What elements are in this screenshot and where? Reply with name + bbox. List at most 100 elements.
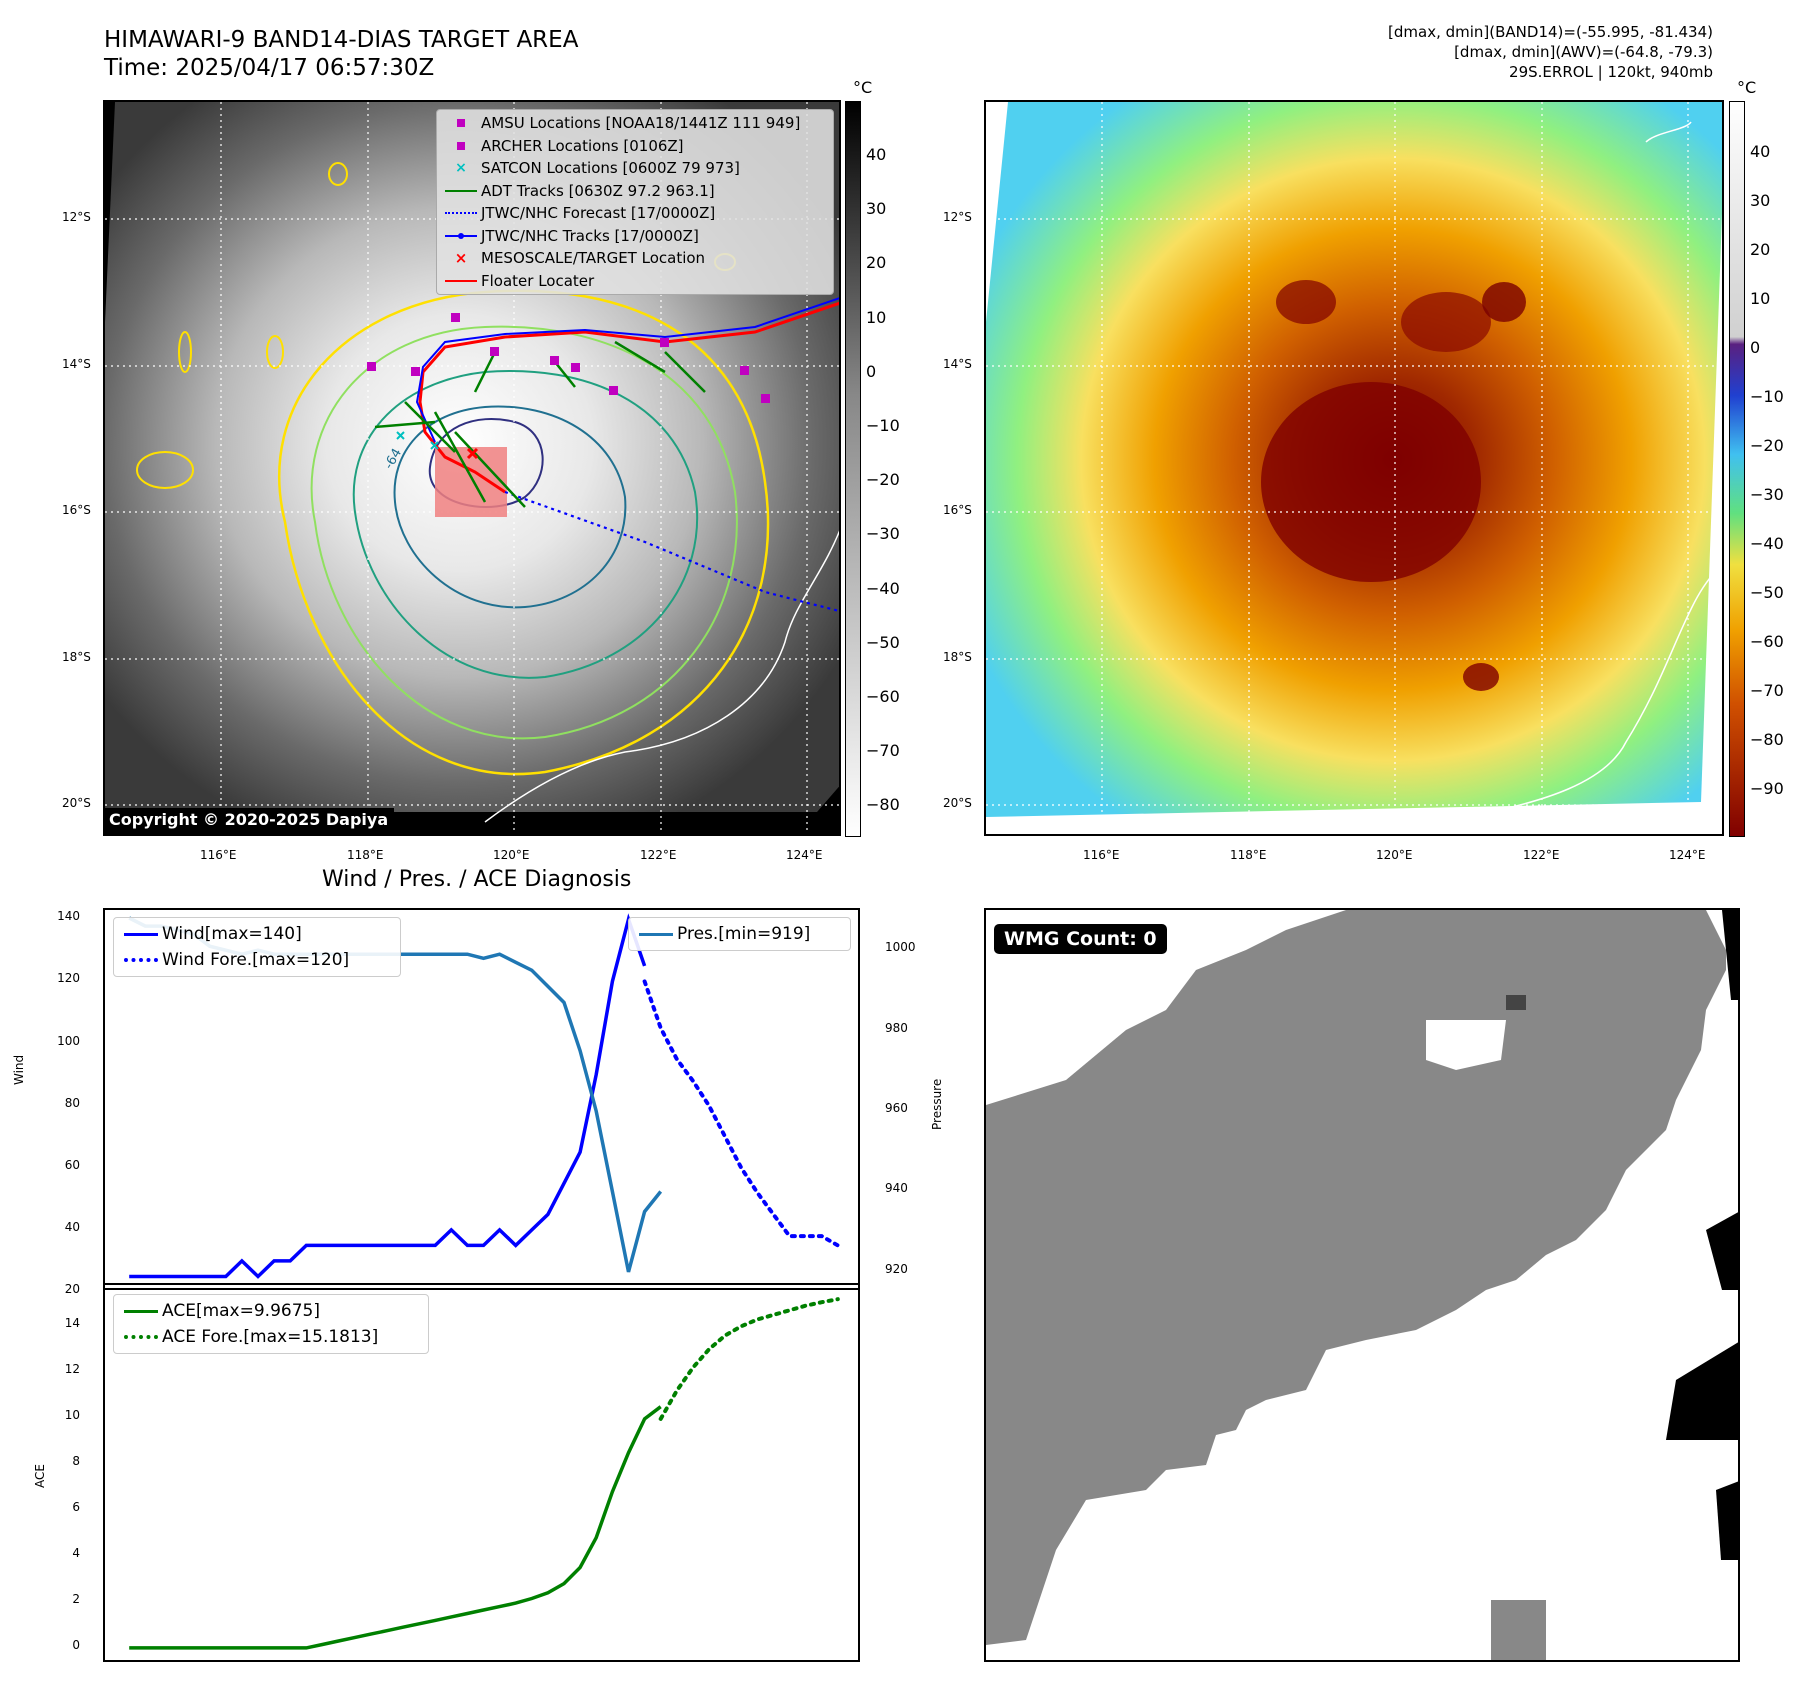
axis-tick-label: 40 bbox=[64, 1219, 80, 1234]
line-icon bbox=[637, 924, 677, 944]
contour-light-green bbox=[310, 325, 738, 740]
lon-label: 118°E bbox=[1230, 848, 1267, 862]
lon-label: 124°E bbox=[1669, 848, 1706, 862]
axis-tick-label: 2 bbox=[72, 1591, 80, 1606]
line-icon bbox=[441, 181, 481, 201]
axis-tick-label: 1000 bbox=[885, 940, 916, 955]
map-gridlines bbox=[986, 102, 1722, 834]
axis-tick-label: 140 bbox=[57, 909, 80, 924]
contour-dark-teal bbox=[393, 405, 627, 609]
colorbar-tick-label: −20 bbox=[1750, 436, 1784, 455]
colorbar-tick-label: 0 bbox=[1750, 338, 1761, 357]
jtwc-track bbox=[415, 297, 839, 443]
band14-range: [dmax, dmin](BAND14)=(-55.995, -81.434) bbox=[1388, 23, 1713, 41]
line-icon bbox=[122, 924, 162, 944]
lon-label: 120°E bbox=[1376, 848, 1413, 862]
axis-tick-label: 980 bbox=[885, 1020, 908, 1035]
coastline bbox=[484, 530, 839, 823]
diagnosis-title: Wind / Pres. / ACE Diagnosis bbox=[322, 867, 632, 892]
wmg-gray-region bbox=[986, 910, 1726, 1645]
legend-item-amsu: AMSU Locations [NOAA18/1441Z 111 949] bbox=[441, 112, 829, 135]
colorbar-tick-label: −30 bbox=[866, 524, 900, 544]
colorbar-tick-label: 40 bbox=[866, 145, 887, 164]
storm-summary: 29S.ERROL | 120kt, 940mb bbox=[1509, 63, 1713, 81]
colorbar-tick-label: −50 bbox=[1750, 583, 1784, 602]
legend-item-floater: Floater Locater bbox=[441, 270, 829, 293]
lat-label: 18°S bbox=[943, 650, 972, 664]
axis-tick-label: 120 bbox=[57, 971, 80, 986]
lon-label: 124°E bbox=[786, 848, 823, 862]
colorbar-tick-label: −60 bbox=[1750, 632, 1784, 651]
copyright-label: Copyright © 2020-2025 Dapiya bbox=[103, 808, 395, 831]
legend-item-pressure: Pres.[min=919] bbox=[637, 921, 842, 947]
colorbar-tick-label: −70 bbox=[866, 741, 900, 761]
wind-axis-label: Wind bbox=[12, 1054, 26, 1085]
amsu-markers bbox=[367, 313, 770, 403]
axis-tick-label: 10 bbox=[64, 1408, 80, 1423]
legend-item-ace-forecast: ACE Fore.[max=15.1813] bbox=[122, 1324, 420, 1350]
lon-label: 118°E bbox=[347, 848, 384, 862]
title-line-1: HIMAWARI-9 BAND14-DIAS TARGET AREA bbox=[104, 27, 579, 53]
axis-tick-label: 60 bbox=[64, 1157, 80, 1172]
gray-colorbar-unit: °C bbox=[853, 78, 873, 97]
axis-tick-label: 12 bbox=[64, 1362, 80, 1377]
adt-tracks bbox=[374, 340, 706, 508]
legend-item-jtwc-tracks: JTWC/NHC Tracks [17/0000Z] bbox=[441, 225, 829, 248]
colorbar-tick-label: 40 bbox=[1750, 142, 1771, 161]
axis-tick-label: 14 bbox=[64, 1316, 80, 1331]
lon-label: 120°E bbox=[493, 848, 530, 862]
legend-item-wind-forecast: Wind Fore.[max=120] bbox=[122, 947, 392, 973]
gray-colorbar bbox=[845, 101, 861, 837]
lat-label: 12°S bbox=[62, 210, 91, 224]
intensity-summary: [dmax, dmin](BAND14)=(-55.995, -81.434) … bbox=[1388, 22, 1713, 82]
ace-svg bbox=[129, 1297, 840, 1650]
lat-label: 20°S bbox=[62, 796, 91, 810]
ace-legend: ACE[max=9.9675] ACE Fore.[max=15.1813] bbox=[113, 1294, 429, 1354]
wind-legend: Wind[max=140] Wind Fore.[max=120] bbox=[113, 917, 401, 977]
ace-axis-label: ACE bbox=[33, 1464, 47, 1488]
legend-item-satcon: × SATCON Locations [0600Z 79 973] bbox=[441, 157, 829, 180]
ace-series-line-0 bbox=[129, 1405, 662, 1650]
x-mark-icon: × bbox=[454, 249, 468, 268]
colorbar-tick-label: −10 bbox=[866, 416, 900, 435]
wmg-svg bbox=[986, 910, 1738, 1660]
colorbar-tick-label: −80 bbox=[866, 795, 900, 815]
lon-label: 116°E bbox=[200, 848, 237, 862]
legend-item-ace: ACE[max=9.9675] bbox=[122, 1298, 420, 1324]
colorbar-tick-label: 20 bbox=[866, 253, 887, 273]
legend-item-archer: ARCHER Locations [0106Z] bbox=[441, 135, 829, 158]
floater-track bbox=[418, 301, 839, 494]
awv-range: [dmax, dmin](AWV)=(-64.8, -79.3) bbox=[1454, 43, 1713, 61]
color-colorbar-unit: °C bbox=[1737, 78, 1757, 97]
axis-tick-label: 80 bbox=[64, 1095, 80, 1110]
axis-tick-label: 920 bbox=[885, 1261, 908, 1276]
wmg-count-badge: WMG Count: 0 bbox=[994, 924, 1167, 954]
axis-tick-label: 0 bbox=[72, 1637, 80, 1652]
square-icon bbox=[441, 136, 481, 156]
colorbar-tick-label: 10 bbox=[866, 307, 887, 327]
color-colorbar bbox=[1729, 101, 1745, 837]
colorbar-tick-label: −60 bbox=[866, 687, 900, 706]
axis-tick-label: 100 bbox=[57, 1033, 80, 1048]
figure-title: HIMAWARI-9 BAND14-DIAS TARGET AREA Time:… bbox=[104, 26, 578, 82]
target-marker bbox=[466, 447, 479, 460]
title-line-2: Time: 2025/04/17 06:57:30Z bbox=[104, 55, 435, 81]
colorbar-tick-label: −10 bbox=[1750, 387, 1784, 406]
contour-yellow bbox=[278, 289, 770, 776]
lon-label: 122°E bbox=[640, 848, 677, 862]
dotted-line-icon bbox=[122, 1327, 162, 1347]
ace-series-line-1 bbox=[658, 1297, 840, 1421]
wmg-black-region bbox=[1722, 910, 1738, 1000]
axis-tick-label: 8 bbox=[72, 1454, 80, 1469]
lat-label: 16°S bbox=[943, 503, 972, 517]
pressure-axis-label: Pressure bbox=[930, 1078, 944, 1130]
colorbar-tick-label: −20 bbox=[866, 470, 900, 490]
lat-label: 14°S bbox=[62, 357, 91, 371]
lon-label: 116°E bbox=[1083, 848, 1120, 862]
dotted-line-icon bbox=[441, 203, 481, 223]
axis-tick-label: 20 bbox=[64, 1282, 80, 1296]
legend-item-forecast: JTWC/NHC Forecast [17/0000Z] bbox=[441, 202, 829, 225]
lon-label: 122°E bbox=[1523, 848, 1560, 862]
line-dot-icon bbox=[441, 226, 481, 246]
wmg-panel bbox=[984, 908, 1740, 1662]
